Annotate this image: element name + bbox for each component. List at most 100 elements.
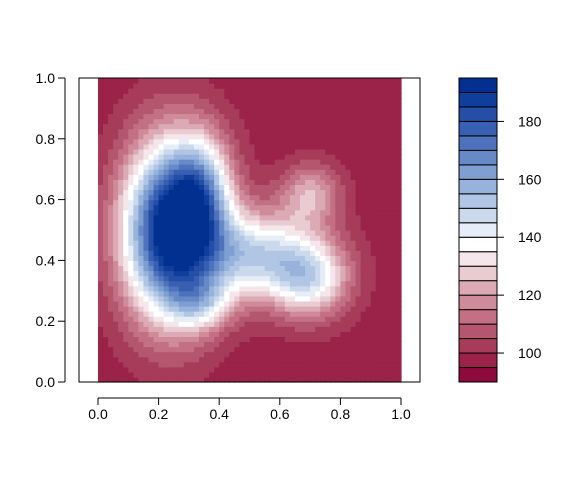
contour-cell [375, 311, 382, 317]
contour-cell [274, 366, 281, 373]
contour-cell [320, 341, 326, 348]
contour-cell [310, 83, 316, 89]
contour-cell [320, 280, 326, 287]
contour-cell [395, 300, 402, 307]
contour-cell [153, 148, 160, 155]
contour-cell [153, 255, 160, 261]
contour-cell [229, 148, 235, 155]
contour-cell [214, 336, 220, 343]
contour-cell [168, 143, 175, 150]
contour-cell [249, 275, 256, 282]
contour-cell [390, 290, 397, 297]
contour-cell [249, 295, 256, 302]
contour-cell [315, 184, 321, 191]
contour-cell [138, 311, 145, 317]
contour-cell [259, 326, 266, 332]
contour-cell [229, 255, 235, 261]
contour-cell [390, 133, 397, 140]
contour-cell [264, 83, 271, 89]
contour-cell [385, 148, 392, 155]
contour-cell [234, 133, 240, 140]
contour-cell [123, 235, 129, 241]
contour-cell [269, 346, 276, 353]
contour-cell [380, 103, 387, 109]
contour-cell [335, 245, 341, 251]
contour-cell [249, 346, 256, 353]
contour-cell [305, 88, 311, 94]
contour-cell [315, 169, 321, 175]
contour-cell [340, 356, 347, 363]
contour-cell [254, 235, 261, 241]
contour-cell [340, 245, 347, 251]
contour-cell [355, 189, 362, 196]
contour-cell [234, 270, 240, 277]
contour-cell [274, 346, 281, 353]
contour-cell [370, 326, 377, 332]
contour-cell [98, 154, 104, 160]
contour-cell [178, 250, 185, 256]
contour-cell [300, 224, 306, 231]
colorbar-swatch [458, 77, 498, 93]
contour-cell [178, 93, 185, 99]
contour-cell [148, 230, 155, 236]
contour-cell [284, 169, 291, 175]
contour-cell [173, 300, 180, 307]
colorbar-swatch [458, 120, 498, 137]
contour-cell [219, 250, 225, 256]
contour-cell [98, 133, 104, 140]
contour-cell [289, 184, 296, 191]
contour-cell [289, 336, 296, 343]
contour-cell [264, 184, 271, 191]
contour-cell [355, 214, 362, 221]
contour-cell [143, 83, 150, 89]
contour-cell [193, 123, 200, 130]
contour-cell [133, 164, 139, 170]
contour-cell [138, 133, 145, 140]
contour-cell [390, 184, 397, 191]
contour-cell [173, 118, 180, 125]
contour-cell [168, 290, 175, 297]
contour-cell [229, 133, 235, 140]
contour-cell [199, 366, 205, 373]
contour-cell [330, 93, 336, 99]
contour-cell [103, 376, 109, 383]
contour-cell [355, 366, 362, 373]
contour-cell [234, 214, 240, 221]
contour-cell [385, 255, 392, 261]
contour-cell [239, 164, 246, 170]
contour-cell [320, 366, 326, 373]
contour-cell [300, 351, 306, 358]
contour-cell [259, 118, 266, 125]
contour-cell [289, 93, 296, 99]
contour-cell [254, 204, 261, 211]
contour-cell [158, 214, 165, 221]
contour-cell [289, 88, 296, 94]
contour-cell [289, 199, 296, 206]
contour-cell [209, 356, 215, 363]
contour-cell [279, 88, 286, 94]
contour-cell [279, 78, 286, 84]
contour-cell [274, 336, 281, 343]
contour-cell [395, 179, 402, 185]
contour-cell [294, 133, 301, 140]
contour-cell [375, 164, 382, 170]
contour-cell [158, 189, 165, 196]
contour-cell [229, 224, 235, 231]
contour-cell [320, 270, 326, 277]
contour-cell [188, 331, 195, 337]
contour-cell [244, 164, 251, 170]
contour-cell [249, 143, 256, 150]
contour-cell [158, 199, 165, 206]
contour-cell [138, 336, 145, 343]
contour-cell [193, 83, 200, 89]
contour-cell [168, 300, 175, 307]
contour-cell [264, 255, 271, 261]
contour-cell [300, 148, 306, 155]
contour-cell [375, 240, 382, 246]
contour-cell [330, 371, 336, 378]
contour-cell [239, 270, 246, 277]
contour-cell [305, 224, 311, 231]
contour-cell [325, 346, 331, 353]
contour-cell [163, 351, 170, 358]
contour-cell [284, 154, 291, 160]
